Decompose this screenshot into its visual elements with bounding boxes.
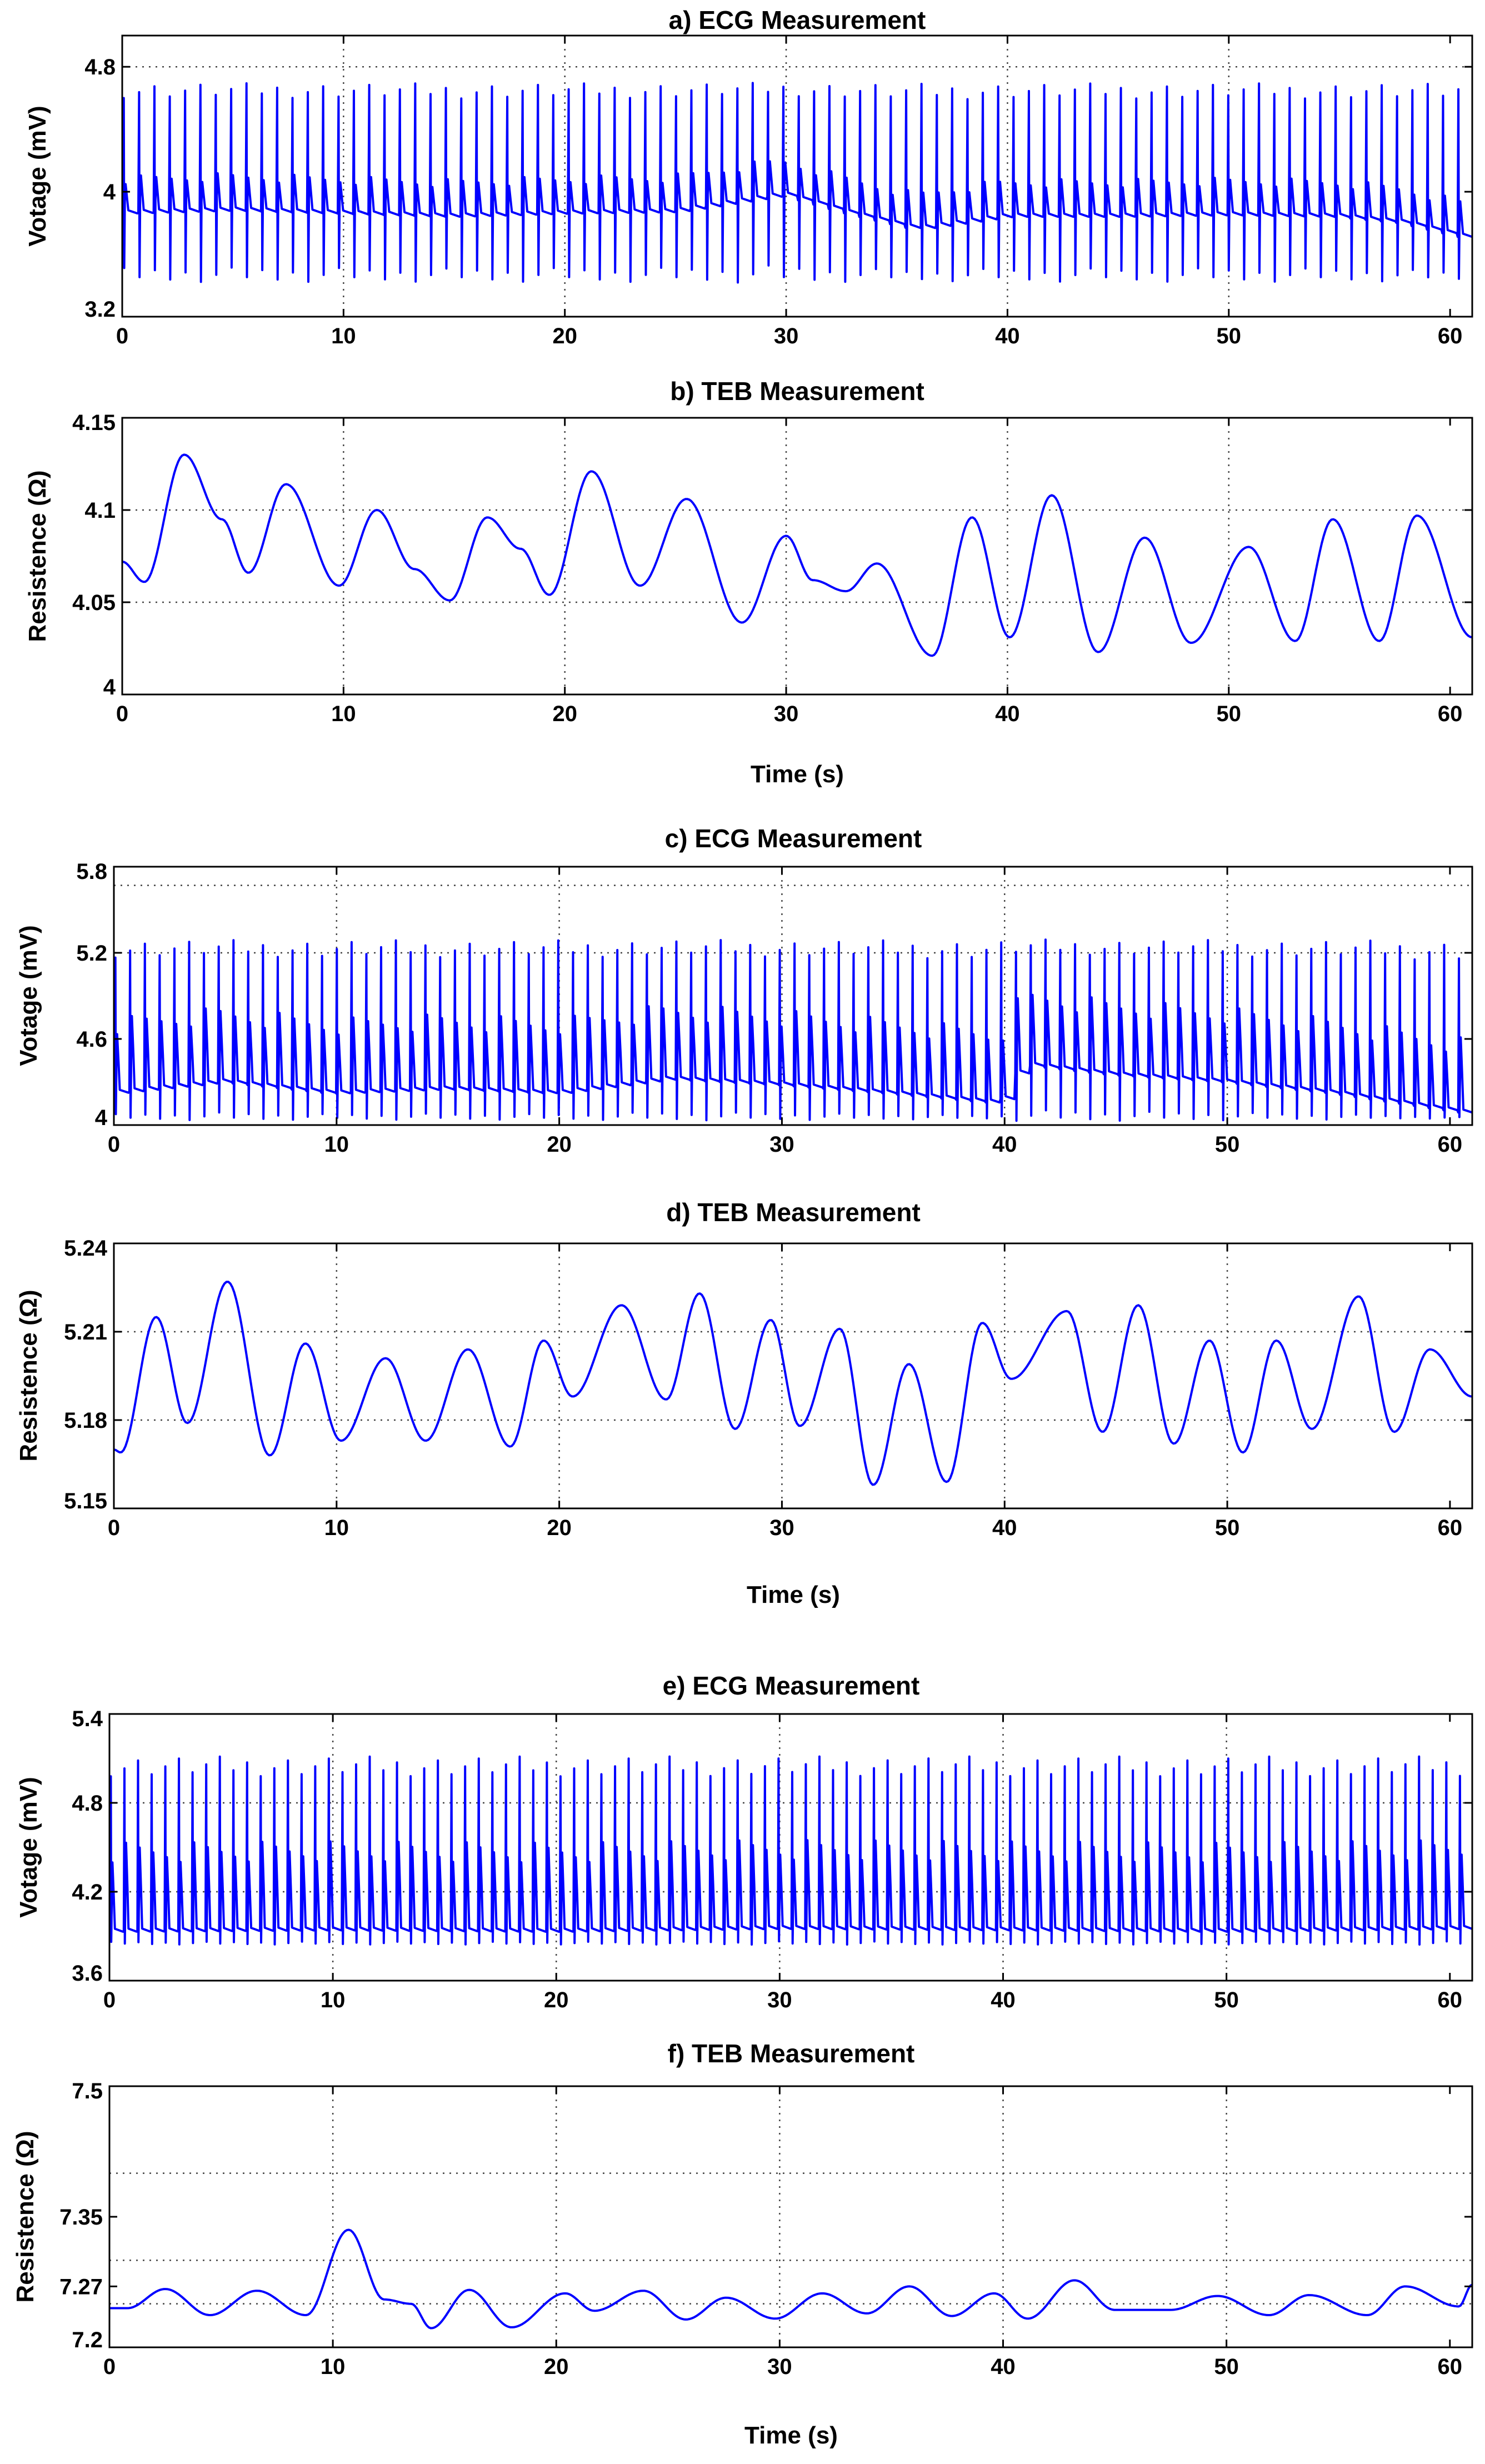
panel-f-ytick-label: 7.2 — [72, 2328, 103, 2352]
panel-f-ytick-label: 7.5 — [72, 2079, 103, 2103]
panel-e-series-line — [109, 1755, 1472, 1946]
panel-c-ylabel: Votage (mV) — [15, 925, 42, 1066]
panel-c-ytick-label: 4 — [95, 1106, 108, 1130]
panel-e-xtick-label: 20 — [544, 1988, 569, 2012]
panel-f-xtick-label: 40 — [991, 2355, 1016, 2379]
panel-c-ytick-label: 5.8 — [76, 859, 107, 884]
panel-e-frame — [108, 1713, 1473, 1982]
panel-a-xtick-label: 50 — [1217, 324, 1242, 348]
panel-d-ytick-label: 5.24 — [64, 1236, 108, 1261]
xlabel-top: Time (s) — [751, 761, 844, 788]
panel-a-xtick-label: 10 — [331, 324, 356, 348]
panel-e-xtick-label: 0 — [103, 1988, 116, 2012]
panel-e-ylabel: Votage (mV) — [15, 1777, 42, 1917]
panel-d-frame — [113, 1242, 1473, 1510]
panel-f-title: f) TEB Measurement — [668, 2039, 915, 2068]
panel-a-title: a) ECG Measurement — [669, 6, 926, 34]
panel-e-xtick-label: 30 — [767, 1988, 792, 2012]
panel-d-ytick-label: 5.21 — [64, 1320, 107, 1345]
panel-f-ylabel: Resistence (Ω) — [12, 2131, 39, 2302]
panel-c-xtick-label: 40 — [992, 1132, 1017, 1157]
panel-a-xtick-label: 40 — [995, 324, 1020, 348]
panel-b-xtick-label: 10 — [331, 702, 356, 726]
panel-a-series-line — [122, 82, 1472, 284]
panel-b-title: b) TEB Measurement — [670, 377, 924, 406]
panel-b-xtick-label: 20 — [552, 702, 577, 726]
xlabel-bottom: Time (s) — [744, 2422, 838, 2449]
panel-d-ylabel: Resistence (Ω) — [15, 1290, 42, 1461]
panel-f-ytick-label: 7.35 — [59, 2205, 103, 2230]
panel-b-xtick-label: 30 — [774, 702, 799, 726]
panel-b-series-line — [122, 453, 1472, 657]
panel-c-xtick-label: 60 — [1438, 1132, 1463, 1157]
panel-c-ytick-label: 4.6 — [76, 1027, 107, 1052]
panel-d-xtick-label: 0 — [108, 1516, 120, 1540]
panel-e-title: e) ECG Measurement — [663, 1671, 920, 1700]
panel-b-frame — [121, 417, 1473, 696]
panel-e-xtick-label: 40 — [991, 1988, 1016, 2012]
panel-b-ytick-label: 4 — [103, 675, 116, 699]
panel-f-teb: f) TEB Measurement Resistence (Ω) 0 10 20 3… — [12, 2039, 1473, 2379]
panel-c-xtick-label: 30 — [769, 1132, 794, 1157]
panel-e-xtick-label: 60 — [1438, 1988, 1463, 2012]
panel-d-xtick-label: 10 — [324, 1516, 349, 1540]
panel-b-ylabel: Resistence (Ω) — [24, 470, 51, 642]
panel-a-frame — [121, 34, 1473, 318]
panel-f-ytick-label: 7.27 — [59, 2275, 103, 2299]
panel-b-xtick-label: 40 — [995, 702, 1020, 726]
panel-b-teb: b) TEB Measurement Resistence (Ω) 0 10 20 3… — [24, 377, 1473, 726]
panel-a-ecg: a) ECG Measurement Votage (mV) 0 10 20 30 40… — [24, 6, 1473, 348]
panel-a-ytick-label: 4 — [103, 180, 116, 204]
panel-e-xtick-label: 50 — [1214, 1988, 1239, 2012]
panel-c-title: c) ECG Measurement — [665, 824, 922, 853]
panel-f-xtick-label: 20 — [544, 2355, 569, 2379]
panel-f-xtick-label: 10 — [321, 2355, 346, 2379]
panel-b-xtick-label: 60 — [1438, 702, 1463, 726]
panel-d-xtick-label: 20 — [547, 1516, 572, 1540]
panel-c-xtick-label: 0 — [108, 1132, 120, 1157]
panel-d-series-line — [114, 1281, 1472, 1486]
panel-d-xtick-label: 30 — [769, 1516, 794, 1540]
panel-a-xtick-label: 20 — [552, 324, 577, 348]
panel-e-ytick-label: 4.2 — [72, 1880, 103, 1905]
panel-b-ytick-label: 4.15 — [72, 411, 116, 435]
panel-c-series-line — [114, 938, 1472, 1122]
panel-e-ytick-label: 4.8 — [72, 1791, 103, 1816]
panel-e-ecg: e) ECG Measurement Votage (mV) 0 10 20 30 40… — [15, 1671, 1473, 2012]
panel-f-xtick-label: 0 — [103, 2355, 116, 2379]
panel-d-xtick-label: 40 — [992, 1516, 1017, 1540]
xlabel-middle: Time (s) — [747, 1581, 840, 1608]
panel-d-ytick-label: 5.18 — [64, 1408, 107, 1433]
panel-c-xtick-label: 20 — [547, 1132, 572, 1157]
panel-c-xtick-label: 10 — [324, 1132, 349, 1157]
panel-e-ytick-label: 5.4 — [72, 1707, 103, 1731]
panel-b-ytick-label: 4.1 — [84, 498, 116, 523]
panel-c-frame — [113, 866, 1473, 1126]
panel-d-xtick-label: 50 — [1215, 1516, 1240, 1540]
panel-b-xtick-label: 0 — [116, 702, 128, 726]
panel-a-ytick-label: 3.2 — [84, 297, 116, 322]
panel-c-ytick-label: 5.2 — [76, 941, 107, 966]
panel-c-ecg: c) ECG Measurement Votage (mV) 0 10 20 30 40… — [15, 824, 1473, 1157]
panel-c-xtick-label: 50 — [1215, 1132, 1240, 1157]
panel-d-teb: d) TEB Measurement Resistence (Ω) 0 10 20 3… — [15, 1198, 1473, 1540]
panel-a-xtick-label: 30 — [774, 324, 799, 348]
panel-f-xtick-label: 30 — [767, 2355, 792, 2379]
panel-f-series-line — [109, 2228, 1472, 2330]
panel-d-ytick-label: 5.15 — [64, 1489, 107, 1513]
panel-e-ytick-label: 3.6 — [72, 1961, 103, 1986]
panel-a-ylabel: Votage (mV) — [24, 106, 51, 246]
panel-b-xtick-label: 50 — [1217, 702, 1242, 726]
panel-a-xtick-label: 0 — [116, 324, 128, 348]
panel-d-title: d) TEB Measurement — [666, 1198, 921, 1227]
panel-f-xtick-label: 60 — [1438, 2355, 1463, 2379]
panel-b-ytick-label: 4.05 — [72, 591, 116, 615]
panel-e-xtick-label: 10 — [321, 1988, 346, 2012]
panel-f-xtick-label: 50 — [1214, 2355, 1239, 2379]
panel-d-xtick-label: 60 — [1438, 1516, 1463, 1540]
panel-a-xtick-label: 60 — [1438, 324, 1463, 348]
panel-a-ytick-label: 4.8 — [84, 55, 116, 79]
